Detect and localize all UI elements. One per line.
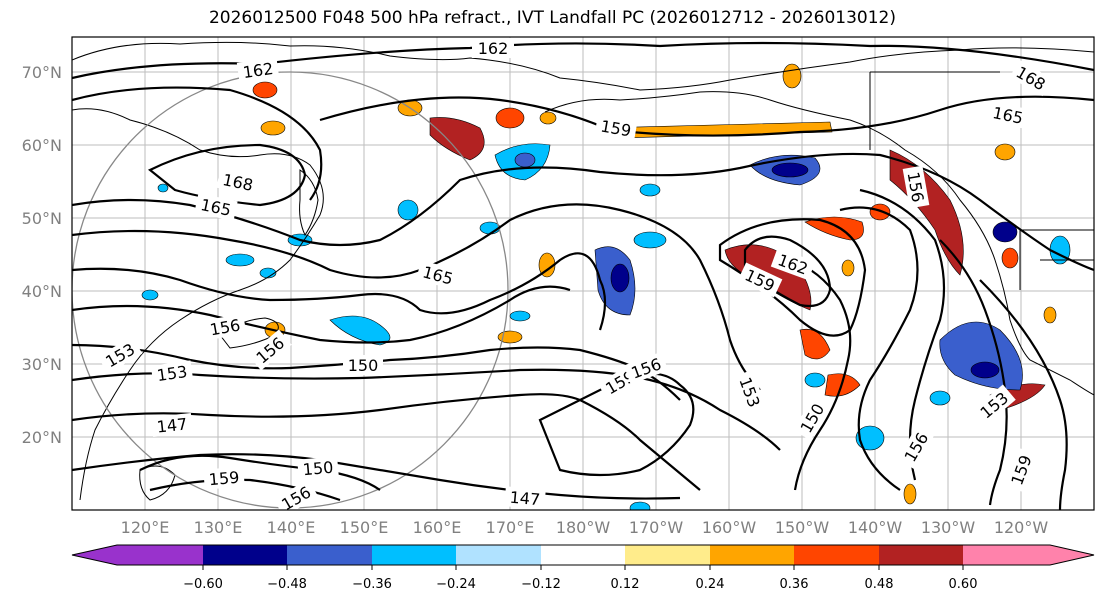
contour-label: 147: [509, 488, 541, 510]
lon-label: 120°E: [121, 518, 170, 537]
lon-label: 160°W: [702, 518, 757, 537]
colorbar-segment: [794, 545, 879, 565]
colorbar-tick-label: −0.36: [352, 577, 392, 592]
coastlines: [72, 41, 1094, 501]
lon-label: 160°E: [413, 518, 462, 537]
contour-labels: 162 162 168 159 165 168 165 165 162 159 …: [97, 38, 1053, 510]
latitude-labels: 70°N 60°N 50°N 40°N 30°N 20°N: [22, 63, 62, 447]
lon-label: 130°E: [194, 518, 243, 537]
colorbar-segment: [456, 545, 541, 565]
contour-label: 147: [156, 414, 188, 436]
colorbar-segment: [203, 545, 287, 565]
colorbar: −0.60 −0.48 −0.36 −0.24 −0.12 0.12 0.24 …: [71, 544, 1095, 592]
colorbar-tick-label: 0.60: [949, 577, 978, 592]
map-title: 2026012500 F048 500 hPa refract., IVT La…: [208, 8, 896, 28]
lat-label: 20°N: [22, 428, 62, 447]
colorbar-segment: [372, 545, 456, 565]
colorbar-segment: [879, 545, 963, 565]
colorbar-tick-label: −0.24: [436, 577, 476, 592]
colorbar-tick-label: −0.60: [183, 577, 223, 592]
colorbar-segment: [625, 545, 710, 565]
lon-label: 170°E: [486, 518, 535, 537]
lon-label: 150°E: [340, 518, 389, 537]
colorbar-tick-label: −0.12: [521, 577, 561, 592]
lon-label: 120°W: [994, 518, 1049, 537]
contour-label: 162: [478, 39, 509, 58]
lon-label: 130°W: [921, 518, 976, 537]
colorbar-segment: [710, 545, 794, 565]
lon-label: 140°E: [267, 518, 316, 537]
colorbar-segment: [72, 545, 203, 565]
lon-label: 150°W: [775, 518, 830, 537]
colorbar-tick-label: −0.48: [267, 577, 307, 592]
contour-label: 162: [242, 59, 275, 82]
colorbar-segment: [287, 545, 372, 565]
lat-label: 70°N: [22, 63, 62, 82]
colorbar-segment: [963, 545, 1094, 565]
contour-label: 153: [156, 362, 189, 385]
longitude-labels: 120°E 130°E 140°E 150°E 160°E 170°E 180°…: [121, 518, 1049, 537]
lat-label: 40°N: [22, 282, 62, 301]
colorbar-tick-label: 0.48: [865, 577, 894, 592]
colorbar-tick-label: 0.12: [611, 577, 640, 592]
lon-label: 180°W: [556, 518, 611, 537]
contour-label: 150: [302, 458, 334, 480]
lat-label: 30°N: [22, 355, 62, 374]
lon-label: 170°W: [629, 518, 684, 537]
lat-label: 50°N: [22, 209, 62, 228]
colorbar-segment: [541, 545, 625, 565]
lon-label: 140°W: [848, 518, 903, 537]
lat-label: 60°N: [22, 136, 62, 155]
contour-label: 159: [208, 468, 240, 490]
colorbar-tick-label: 0.36: [780, 577, 809, 592]
colorbar-tick-label: 0.24: [696, 577, 725, 592]
map-frame: [71, 36, 1095, 511]
contour-label: 150: [348, 356, 379, 375]
